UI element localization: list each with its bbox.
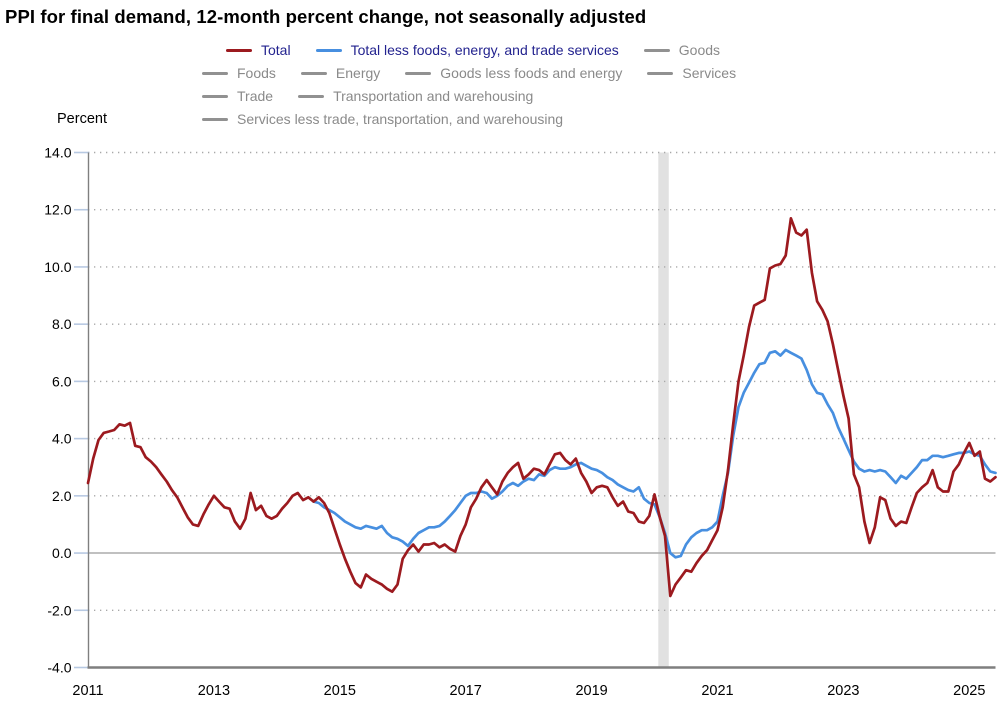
legend-item-services-less-ttw[interactable]: Services less trade, transportation, and… [202,110,563,128]
legend-item-foods[interactable]: Foods [202,64,276,82]
legend-swatch-goods [643,48,670,52]
legend-label: Services less trade, transportation, and… [237,111,564,127]
x-tick-label: 2011 [72,683,103,699]
y-tick-label: 10.0 [44,259,71,275]
legend-item-energy[interactable]: Energy [300,64,381,82]
legend-swatch-trade [202,94,228,98]
x-tick-label: 2021 [701,683,733,699]
legend-item-services[interactable]: Services [647,64,736,82]
legend-label: Transportation and warehousing [333,88,534,104]
x-tick-label: 2025 [953,683,985,699]
legend-swatch-services [647,71,674,75]
legend-label: Total less foods, energy, and trade serv… [350,42,619,58]
legend-label: Services [682,65,737,81]
legend-label: Goods [678,42,721,58]
y-tick-label: 2.0 [52,488,72,504]
legend-item-transportation-warehousing[interactable]: Transportation and warehousing [298,87,533,105]
y-axis-title: Percent [57,111,107,127]
y-tick-label: -2.0 [47,602,71,618]
x-tick-label: 2019 [575,683,607,699]
y-tick-label: 0.0 [52,545,72,561]
y-tick-label: 6.0 [52,373,72,389]
chart-legend: Total Total less foods, energy, and trade… [202,41,736,133]
legend-item-trade[interactable]: Trade [202,87,273,105]
y-tick-label: -4.0 [47,660,71,676]
x-tick-label: 2015 [324,683,356,699]
legend-swatch-services-less-ttw [202,117,228,121]
legend-row: Foods Energy Goods less foods and energy Se… [202,64,736,82]
legend-item-total[interactable]: Total [226,41,291,59]
core-series-line [312,348,997,559]
legend-row: Total Total less foods, energy, and trade… [226,41,736,59]
recession-band [658,152,669,668]
legend-label: Energy [335,65,381,81]
legend-row: Trade Transportation and warehousing [202,87,736,105]
legend-label: Trade [237,88,274,104]
legend-swatch-transportation-warehousing [298,94,325,98]
legend-swatch-foods [202,71,228,75]
y-tick-label: 12.0 [44,202,71,218]
x-tick-label: 2017 [450,683,482,699]
chart-title: PPI for final demand, 12-month percent c… [5,6,647,27]
y-tick-label: 8.0 [52,316,72,332]
legend-item-core[interactable]: Total less foods, energy, and trade serv… [315,41,619,59]
legend-row: Services less trade, transportation, and… [202,110,736,128]
legend-item-goods[interactable]: Goods [643,41,721,59]
x-tick-label: 2013 [198,683,230,699]
legend-swatch-total [226,48,252,52]
legend-label: Goods less foods and energy [440,65,623,81]
total-series-line [86,216,997,598]
y-tick-label: 14.0 [44,145,71,161]
legend-label: Total [261,42,291,58]
y-tick-label: 4.0 [52,431,72,447]
legend-swatch-core [315,48,342,52]
legend-item-goods-less-foods-energy[interactable]: Goods less foods and energy [405,64,622,82]
legend-label: Foods [237,65,276,81]
legend-swatch-goods-less-foods-energy [405,71,432,75]
x-tick-label: 2023 [827,683,859,699]
legend-swatch-energy [300,71,327,75]
